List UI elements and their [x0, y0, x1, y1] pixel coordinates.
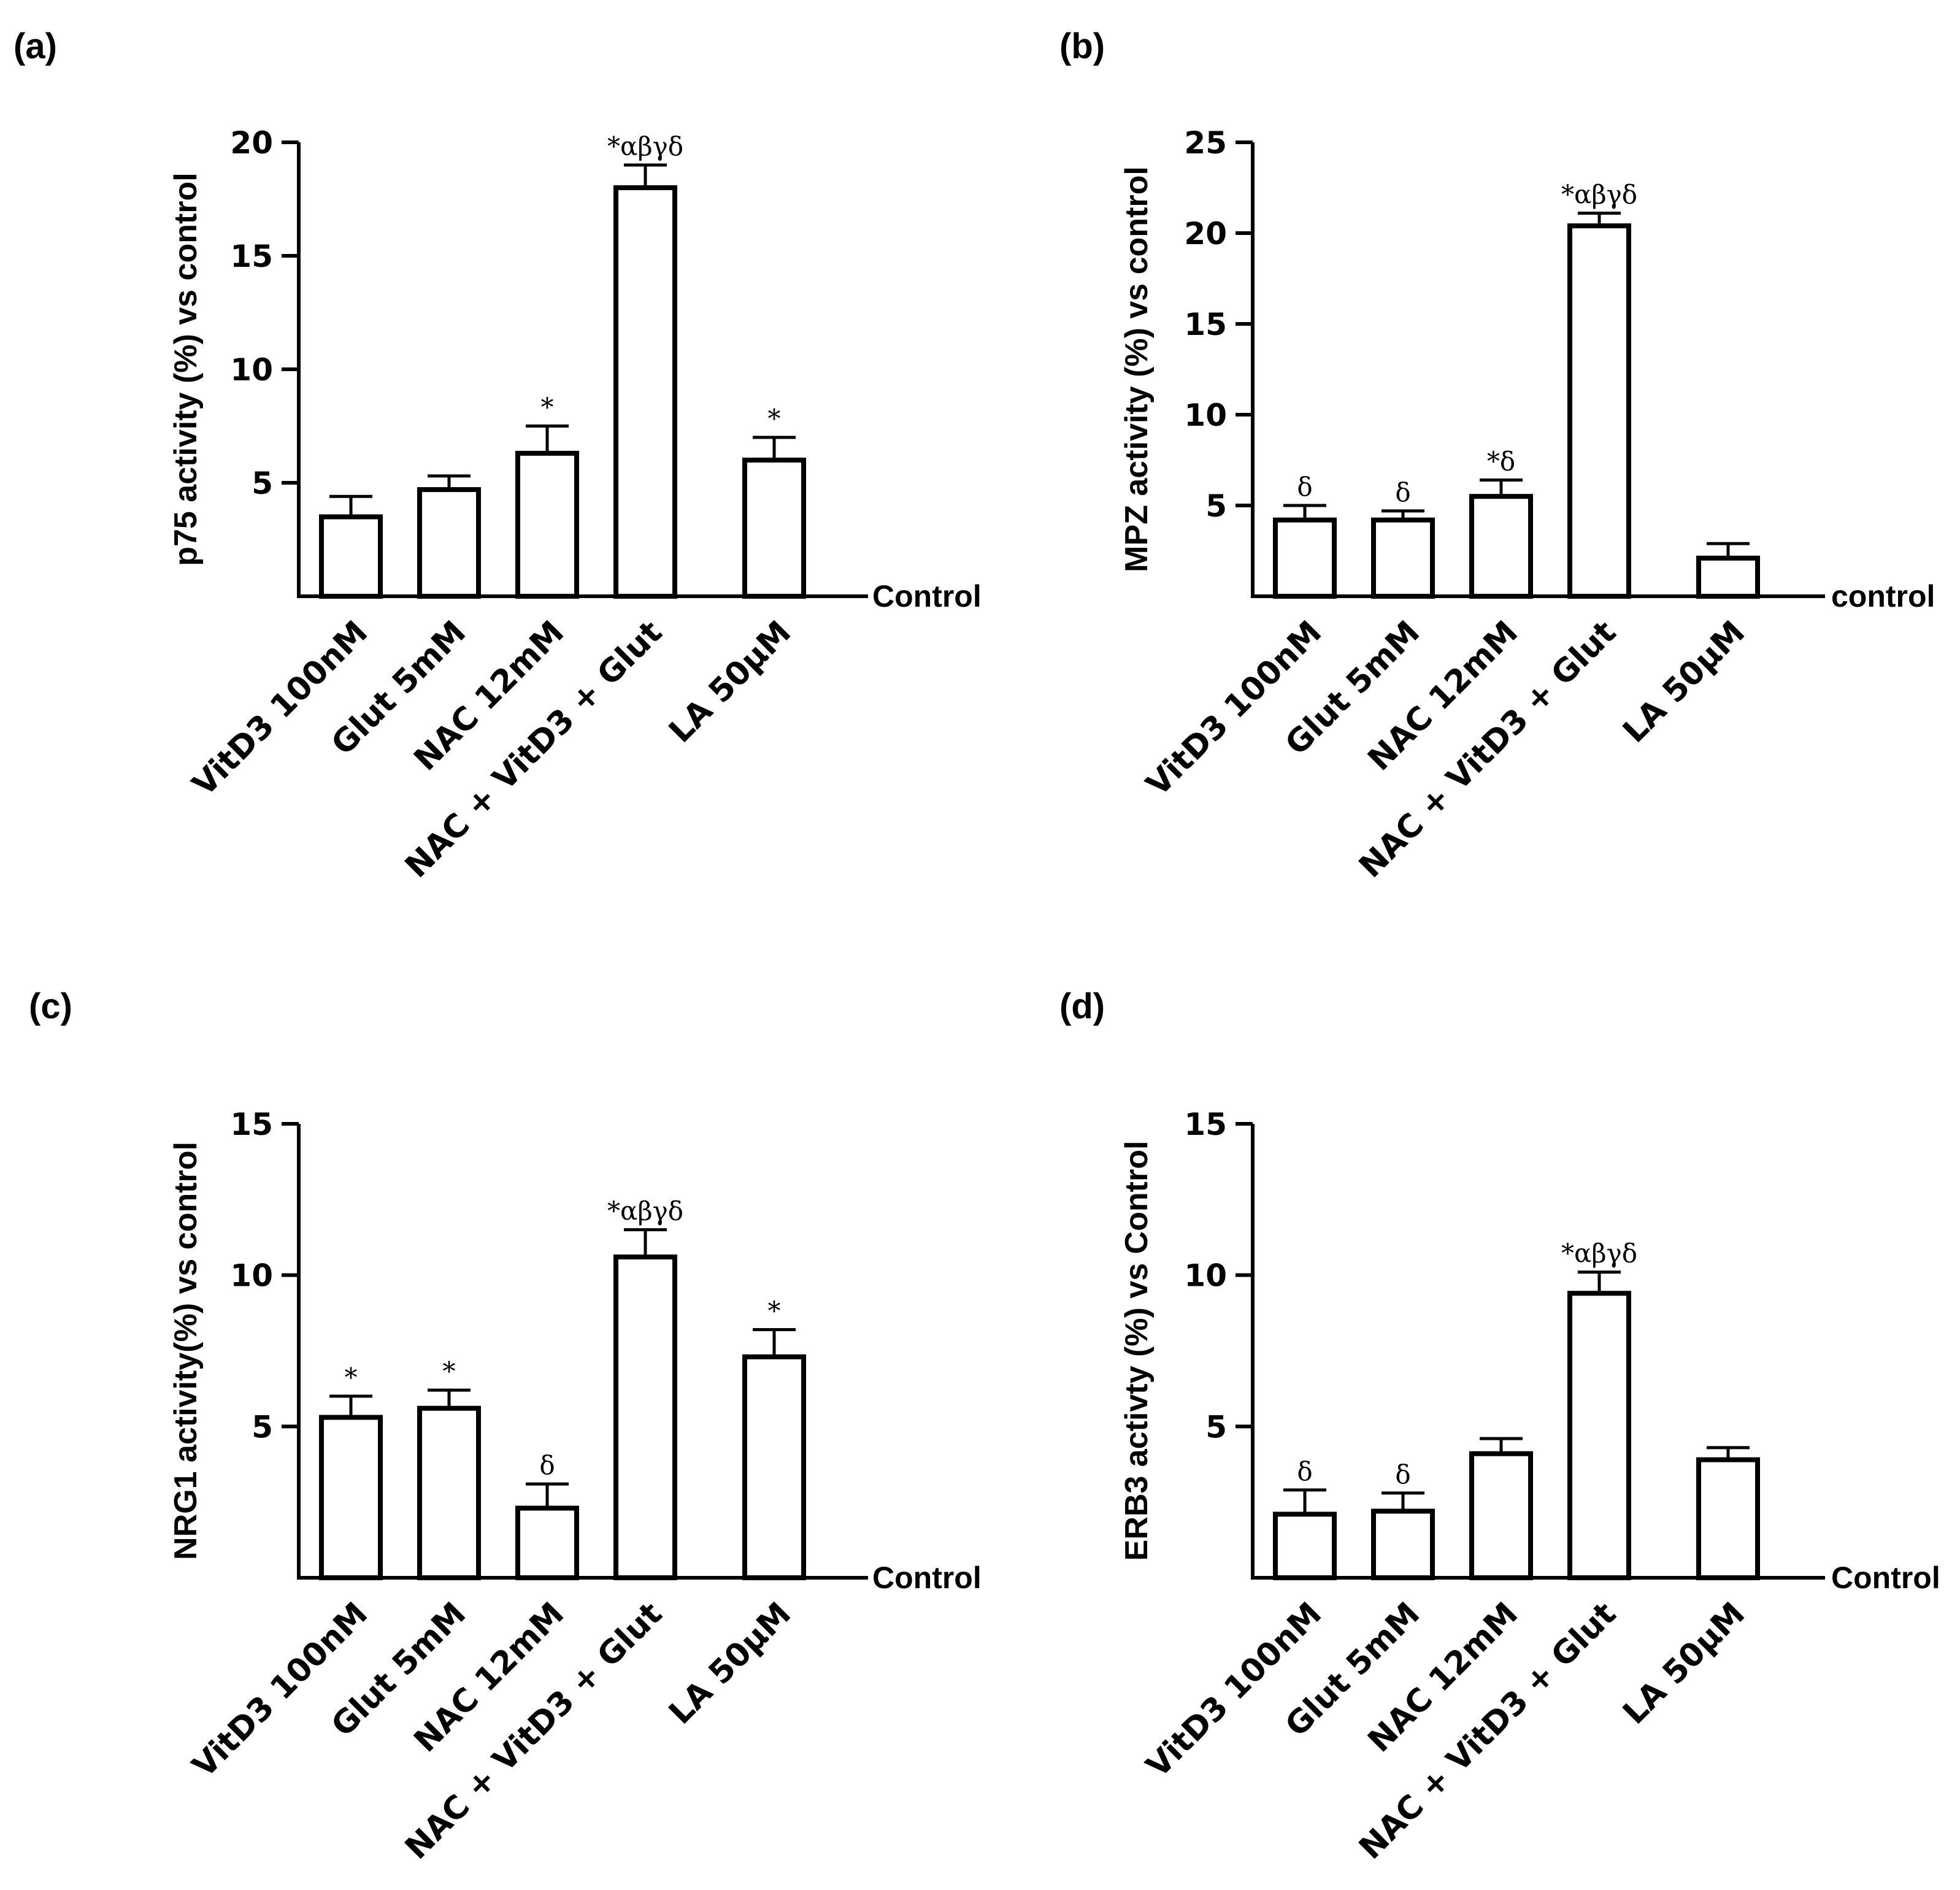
- y-tick-label: 15: [1184, 307, 1227, 342]
- significance-label: *: [768, 1296, 781, 1326]
- y-tick-label: 5: [1205, 1409, 1227, 1445]
- y-tick-label: 15: [230, 239, 273, 274]
- y-axis-label: p75 activity (%) vs control: [168, 172, 204, 566]
- bar: [1469, 494, 1533, 599]
- significance-label: *: [541, 393, 554, 423]
- significance-label: *αβγδ: [1561, 1239, 1637, 1269]
- bar: [742, 1354, 806, 1581]
- significance-label: *αβγδ: [607, 1196, 683, 1226]
- panel-d: (d) ERB3 activty (%) vs Control Control 5 10…: [1059, 986, 1940, 1867]
- significance-label: *αβγδ: [607, 131, 683, 161]
- significance-label: δ: [1297, 472, 1312, 502]
- y-axis-label: MPZ activity (%) vs control: [1119, 166, 1155, 572]
- y-tick-label: 15: [230, 1107, 273, 1142]
- panel-label: (b): [1059, 26, 1105, 66]
- y-tick-label: 10: [1184, 398, 1227, 433]
- y-tick-label: 10: [230, 1258, 273, 1294]
- category-label: LA 50µM: [662, 1596, 798, 1732]
- y-tick-label: 5: [252, 466, 273, 501]
- bar: [1696, 555, 1760, 599]
- significance-label: δ: [1395, 1459, 1410, 1489]
- significance-label: *αβγδ: [1561, 179, 1637, 209]
- bar: [1273, 1512, 1337, 1580]
- panel-label: (a): [13, 26, 57, 66]
- bar: [319, 1415, 383, 1581]
- significance-label: δ: [539, 1450, 555, 1480]
- bar: [613, 185, 677, 599]
- panel-a: (a) p75 activity (%) vs control Control 5 10…: [13, 26, 982, 885]
- bar: [1567, 223, 1631, 599]
- category-label: LA 50µM: [1616, 614, 1752, 750]
- bar: [613, 1254, 677, 1580]
- bar: [1567, 1291, 1631, 1580]
- bar: [417, 487, 481, 599]
- y-tick-label: 25: [1184, 125, 1227, 161]
- panel-label: (d): [1059, 986, 1105, 1026]
- y-tick-label: 10: [230, 352, 273, 388]
- category-label: VitD3 100nM: [185, 1596, 375, 1785]
- bar: [319, 514, 383, 599]
- bar: [515, 450, 579, 599]
- bar: [1371, 1508, 1435, 1580]
- bar: [417, 1405, 481, 1581]
- bar: [1469, 1451, 1533, 1581]
- y-tick-label: 10: [1184, 1258, 1227, 1294]
- significance-label: δ: [1395, 477, 1410, 507]
- bar: [742, 458, 806, 599]
- y-axis-label: ERB3 activty (%) vs Control: [1119, 1141, 1155, 1561]
- category-label: VitD3 100nM: [1139, 614, 1329, 804]
- category-label: VitD3 100nM: [1139, 1596, 1329, 1785]
- significance-label: *δ: [1487, 447, 1515, 477]
- significance-label: δ: [1297, 1456, 1312, 1486]
- bar: [1273, 517, 1337, 599]
- panel-label: (c): [29, 986, 72, 1026]
- category-label: LA 50µM: [1616, 1596, 1752, 1732]
- significance-label: *: [768, 404, 781, 434]
- bar: [515, 1505, 579, 1581]
- y-tick-label: 5: [252, 1409, 273, 1445]
- panel-c: (c) NRG1 activity(%) vs control Control 5 10…: [29, 986, 982, 1867]
- bar: [1371, 517, 1435, 599]
- panel-b: (b) MPZ activity (%) vs control control 5 10…: [1059, 26, 1935, 885]
- category-label: VitD3 100nM: [185, 614, 375, 804]
- baseline-label: Control: [872, 1561, 982, 1595]
- significance-label: *: [443, 1356, 456, 1386]
- baseline-label: control: [1831, 579, 1935, 613]
- baseline-label: Control: [1831, 1561, 1940, 1595]
- bar: [1696, 1457, 1760, 1581]
- y-tick-label: 20: [230, 125, 273, 161]
- y-tick-label: 15: [1184, 1107, 1227, 1142]
- significance-label: *: [345, 1362, 358, 1393]
- y-tick-label: 20: [1184, 216, 1227, 252]
- category-label: LA 50µM: [662, 614, 798, 750]
- baseline-label: Control: [872, 579, 982, 613]
- y-axis-label: NRG1 activity(%) vs control: [168, 1142, 204, 1560]
- y-tick-label: 5: [1205, 488, 1227, 524]
